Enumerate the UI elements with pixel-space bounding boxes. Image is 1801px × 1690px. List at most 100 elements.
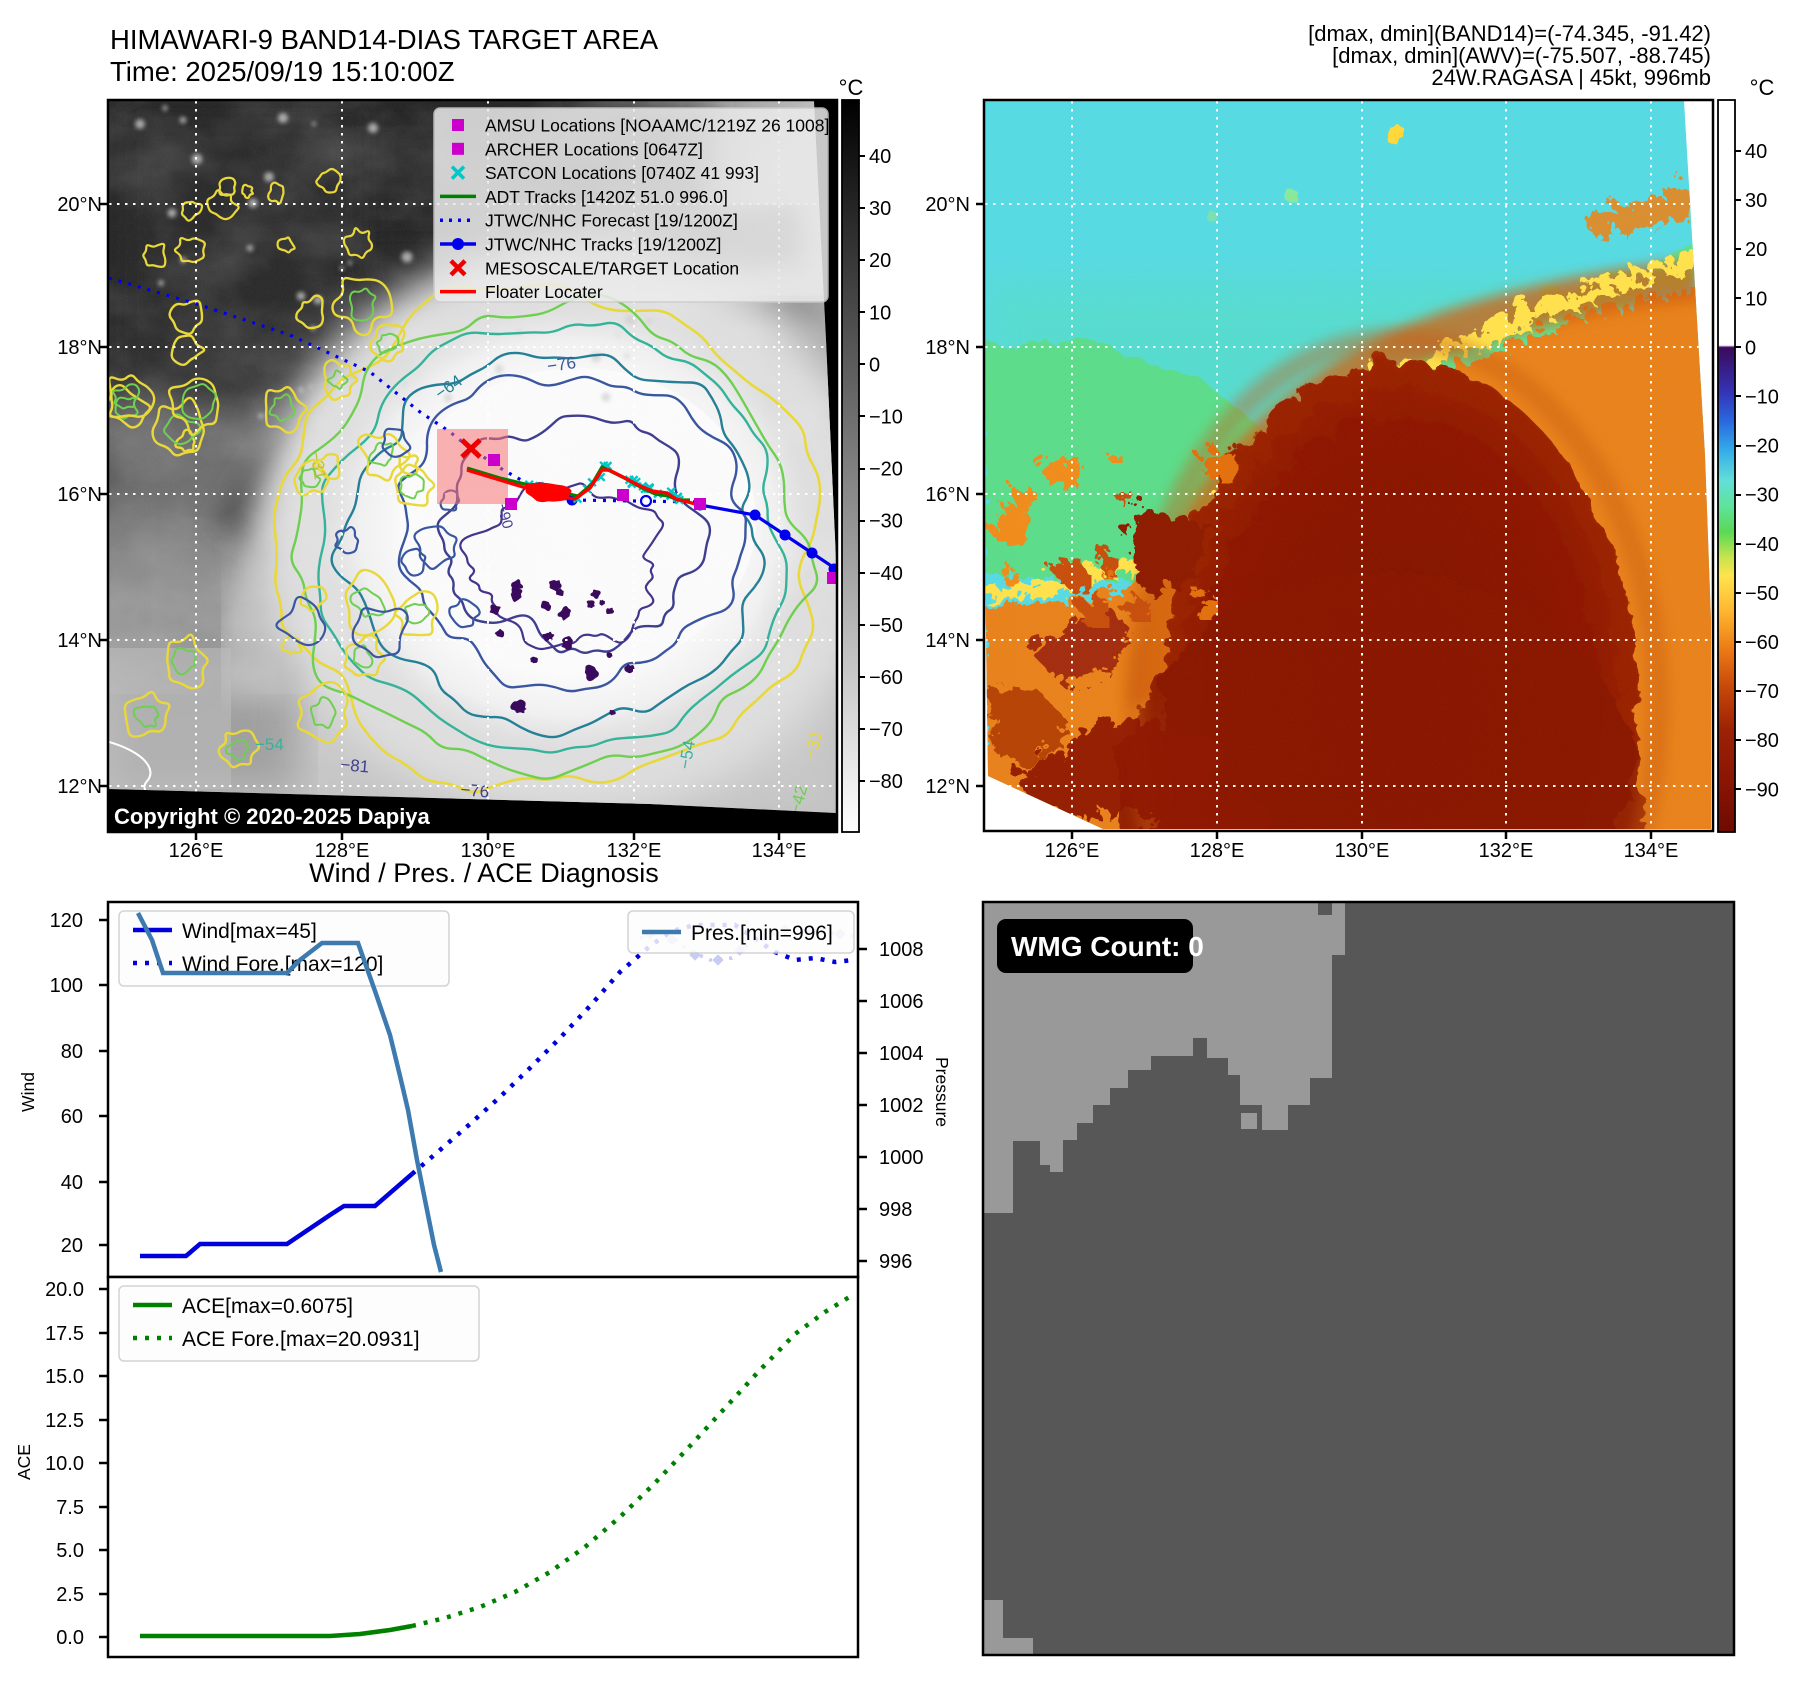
svg-text:12°N: 12°N xyxy=(57,776,102,798)
svg-text:130°E: 130°E xyxy=(461,840,516,862)
svg-text:16°N: 16°N xyxy=(57,484,102,506)
svg-text:ACE: ACE xyxy=(14,1444,34,1480)
svg-text:−40: −40 xyxy=(869,563,903,585)
svg-text:−81: −81 xyxy=(340,755,370,776)
svg-text:1008: 1008 xyxy=(879,939,924,961)
svg-text:−10: −10 xyxy=(869,407,903,429)
svg-text:20: 20 xyxy=(869,250,891,272)
svg-text:128°E: 128°E xyxy=(315,840,370,862)
svg-text:5.0: 5.0 xyxy=(56,1540,84,1562)
svg-text:1002: 1002 xyxy=(879,1095,924,1117)
svg-text:JTWC/NHC Forecast [19/1200Z]: JTWC/NHC Forecast [19/1200Z] xyxy=(485,211,738,231)
svg-text:10: 10 xyxy=(1745,288,1767,310)
svg-text:Pressure: Pressure xyxy=(932,1057,952,1127)
svg-text:−60: −60 xyxy=(1745,632,1779,654)
svg-text:18°N: 18°N xyxy=(925,337,970,359)
svg-text:40: 40 xyxy=(869,146,891,168)
svg-text:128°E: 128°E xyxy=(1190,840,1245,862)
svg-text:Wind / Pres. / ACE Diagnosis: Wind / Pres. / ACE Diagnosis xyxy=(309,858,659,888)
svg-text:10.0: 10.0 xyxy=(45,1453,84,1475)
svg-text:20°N: 20°N xyxy=(57,194,102,216)
svg-text:14°N: 14°N xyxy=(57,630,102,652)
svg-text:−80: −80 xyxy=(1745,730,1779,752)
svg-text:−80: −80 xyxy=(869,771,903,793)
svg-text:0: 0 xyxy=(1745,337,1756,359)
svg-text:ADT Tracks [1420Z 51.0 996.0]: ADT Tracks [1420Z 51.0 996.0] xyxy=(485,187,728,207)
svg-text:134°E: 134°E xyxy=(1624,840,1679,862)
svg-text:20: 20 xyxy=(61,1235,83,1257)
svg-text:30: 30 xyxy=(869,198,891,220)
svg-text:7.5: 7.5 xyxy=(56,1497,84,1519)
svg-text:1000: 1000 xyxy=(879,1147,924,1169)
svg-text:120: 120 xyxy=(50,910,83,932)
svg-text:126°E: 126°E xyxy=(1045,840,1100,862)
svg-text:HIMAWARI-9 BAND14-DIAS TARGET: HIMAWARI-9 BAND14-DIAS TARGET AREA xyxy=(110,24,659,55)
svg-text:−60: −60 xyxy=(869,667,903,689)
svg-text:998: 998 xyxy=(879,1199,912,1221)
svg-text:−90: −90 xyxy=(1745,779,1779,801)
svg-text:20.0: 20.0 xyxy=(45,1279,84,1301)
svg-text:ACE Fore.[max=20.0931]: ACE Fore.[max=20.0931] xyxy=(182,1328,420,1351)
svg-text:Floater Locater: Floater Locater xyxy=(485,282,603,302)
svg-text:80: 80 xyxy=(61,1041,83,1063)
svg-text:1004: 1004 xyxy=(879,1043,924,1065)
svg-text:18°N: 18°N xyxy=(57,337,102,359)
svg-text:ARCHER Locations [0647Z]: ARCHER Locations [0647Z] xyxy=(485,139,703,159)
svg-text:−20: −20 xyxy=(1745,436,1779,458)
svg-text:MESOSCALE/TARGET Location: MESOSCALE/TARGET Location xyxy=(485,258,739,278)
svg-text:−50: −50 xyxy=(1745,583,1779,605)
svg-text:Time: 2025/09/19 15:10:00Z: Time: 2025/09/19 15:10:00Z xyxy=(110,56,455,87)
svg-text:20: 20 xyxy=(1745,239,1767,261)
svg-text:AMSU Locations [NOAAMC/1219Z 2: AMSU Locations [NOAAMC/1219Z 26 1008] xyxy=(485,116,829,136)
svg-text:24W.RAGASA | 45kt, 996mb: 24W.RAGASA | 45kt, 996mb xyxy=(1431,65,1711,90)
svg-text:−40: −40 xyxy=(1745,534,1779,556)
svg-text:60: 60 xyxy=(61,1106,83,1128)
svg-text:132°E: 132°E xyxy=(607,840,662,862)
svg-text:16°N: 16°N xyxy=(925,484,970,506)
svg-text:0: 0 xyxy=(869,354,880,376)
svg-text:−50: −50 xyxy=(869,615,903,637)
svg-text:1006: 1006 xyxy=(879,991,924,1013)
svg-text:SATCON Locations [0740Z 41 993: SATCON Locations [0740Z 41 993] xyxy=(485,163,759,183)
svg-text:−54: −54 xyxy=(675,739,699,771)
svg-text:−20: −20 xyxy=(869,459,903,481)
svg-text:−76: −76 xyxy=(460,780,490,801)
svg-text:15.0: 15.0 xyxy=(45,1366,84,1388)
svg-text:17.5: 17.5 xyxy=(45,1323,84,1345)
svg-text:2.5: 2.5 xyxy=(56,1584,84,1606)
svg-text:14°N: 14°N xyxy=(925,630,970,652)
svg-text:12.5: 12.5 xyxy=(45,1410,84,1432)
svg-text:30: 30 xyxy=(1745,190,1767,212)
svg-text:−31: −31 xyxy=(306,449,330,481)
svg-text:JTWC/NHC Tracks [19/1200Z]: JTWC/NHC Tracks [19/1200Z] xyxy=(485,235,721,255)
svg-text:Pres.[min=996]: Pres.[min=996] xyxy=(691,922,833,945)
svg-text:−76: −76 xyxy=(546,353,577,376)
svg-text:996: 996 xyxy=(879,1251,912,1273)
svg-text:−10: −10 xyxy=(1745,387,1779,409)
svg-text:−70: −70 xyxy=(869,719,903,741)
svg-text:−30: −30 xyxy=(869,511,903,533)
svg-text:ACE[max=0.6075]: ACE[max=0.6075] xyxy=(182,1295,353,1318)
svg-text:134°E: 134°E xyxy=(752,840,807,862)
svg-text:−54: −54 xyxy=(255,735,284,754)
svg-text:40: 40 xyxy=(1745,141,1767,163)
svg-text:100: 100 xyxy=(50,975,83,997)
svg-text:[dmax, dmin](AWV)=(-75.507, -8: [dmax, dmin](AWV)=(-75.507, -88.745) xyxy=(1332,43,1711,68)
svg-text:WMG Count: 0: WMG Count: 0 xyxy=(1011,931,1204,962)
svg-text:0.0: 0.0 xyxy=(56,1627,84,1649)
svg-text:130°E: 130°E xyxy=(1335,840,1390,862)
svg-text:20°N: 20°N xyxy=(925,194,970,216)
svg-text:132°E: 132°E xyxy=(1479,840,1534,862)
svg-text:Wind: Wind xyxy=(18,1072,38,1112)
svg-text:Wind Fore.[max=120]: Wind Fore.[max=120] xyxy=(182,953,383,976)
svg-text:Wind[max=45]: Wind[max=45] xyxy=(182,920,317,943)
svg-text:Copyright © 2020-2025 Dapiya: Copyright © 2020-2025 Dapiya xyxy=(114,804,431,829)
svg-text:°C: °C xyxy=(1750,75,1775,100)
svg-text:°C: °C xyxy=(839,75,864,100)
svg-text:[dmax, dmin](BAND14)=(-74.345,: [dmax, dmin](BAND14)=(-74.345, -91.42) xyxy=(1308,21,1711,46)
svg-text:−30: −30 xyxy=(1745,485,1779,507)
svg-text:12°N: 12°N xyxy=(925,776,970,798)
svg-text:−70: −70 xyxy=(1745,681,1779,703)
svg-text:40: 40 xyxy=(61,1172,83,1194)
svg-text:126°E: 126°E xyxy=(169,840,224,862)
